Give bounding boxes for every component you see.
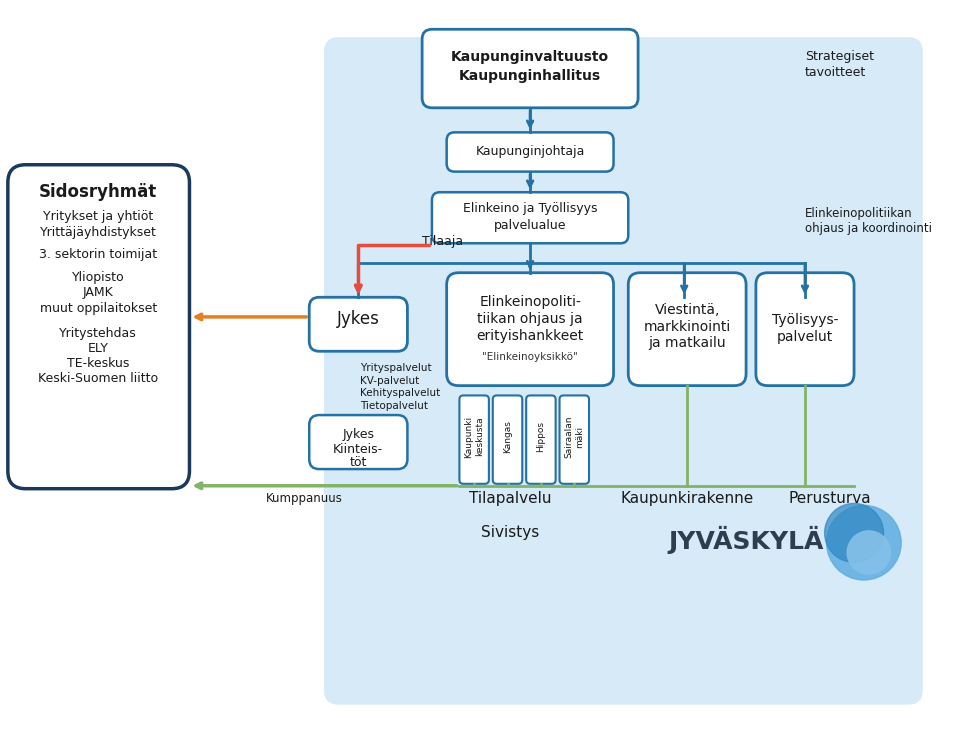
FancyBboxPatch shape [756, 273, 854, 386]
Text: Elinkeinopoliti-: Elinkeinopoliti- [480, 295, 581, 309]
Text: Elinkeinopolitiikan: Elinkeinopolitiikan [805, 208, 913, 220]
Text: Yrittäjäyhdistykset: Yrittäjäyhdistykset [39, 226, 156, 239]
Text: Yritykset ja yhtiöt: Yritykset ja yhtiöt [43, 211, 153, 223]
Text: Kumppanuus: Kumppanuus [266, 492, 342, 505]
Text: Kehityspalvelut: Kehityspalvelut [361, 388, 440, 398]
Circle shape [847, 531, 890, 574]
Text: JAMK: JAMK [82, 286, 113, 299]
Text: tiikan ohjaus ja: tiikan ohjaus ja [478, 312, 583, 326]
Text: tavoitteet: tavoitteet [805, 66, 866, 79]
Text: Keski-Suomen liitto: Keski-Suomen liitto [38, 372, 158, 385]
Text: Kaupunginjohtaja: Kaupunginjohtaja [476, 145, 585, 159]
Text: Kangas: Kangas [503, 420, 512, 453]
Text: Työlisyys-: Työlisyys- [772, 313, 838, 327]
Text: Kaupunginvaltuusto: Kaupunginvaltuusto [451, 50, 609, 64]
Text: KV-palvelut: KV-palvelut [361, 376, 419, 386]
Text: ja matkailu: ja matkailu [648, 336, 726, 350]
FancyBboxPatch shape [493, 395, 523, 484]
Text: 3. sektorin toimijat: 3. sektorin toimijat [39, 248, 157, 260]
Text: Kaupunkirakenne: Kaupunkirakenne [620, 491, 754, 506]
Text: Hippos: Hippos [536, 421, 546, 452]
Text: Viestintä,: Viestintä, [654, 303, 720, 317]
Text: Jykes: Jykes [337, 310, 380, 328]
Text: Yrityspalvelut: Yrityspalvelut [361, 363, 432, 373]
Text: "Elinkeinoyksikkö": "Elinkeinoyksikkö" [482, 352, 578, 362]
Text: palvelualue: palvelualue [494, 219, 567, 232]
Text: Kaupunginhallitus: Kaupunginhallitus [459, 69, 601, 83]
Text: Tilapalvelu: Tilapalvelu [469, 491, 551, 506]
Text: Tietopalvelut: Tietopalvelut [361, 401, 429, 412]
Text: palvelut: palvelut [777, 330, 833, 344]
FancyBboxPatch shape [422, 29, 638, 107]
Text: Sivistys: Sivistys [481, 526, 540, 540]
FancyBboxPatch shape [309, 298, 408, 352]
Text: muut oppilaitokset: muut oppilaitokset [39, 302, 156, 314]
FancyBboxPatch shape [324, 37, 923, 705]
Text: Strategiset: Strategiset [805, 50, 874, 64]
Text: Jykes: Jykes [342, 428, 374, 442]
FancyBboxPatch shape [559, 395, 589, 484]
Text: Kiinteis-: Kiinteis- [333, 443, 384, 456]
FancyBboxPatch shape [628, 273, 746, 386]
Circle shape [827, 505, 901, 580]
Text: töt: töt [350, 455, 367, 469]
Text: Perusturva: Perusturva [788, 491, 871, 506]
Text: JYVÄSKYLÄ: JYVÄSKYLÄ [668, 526, 824, 554]
FancyBboxPatch shape [447, 132, 614, 172]
Text: Sidosryhmät: Sidosryhmät [39, 183, 157, 201]
Text: erityishankkeet: erityishankkeet [477, 328, 584, 343]
Text: ohjaus ja koordinointi: ohjaus ja koordinointi [805, 222, 932, 235]
Text: Yliopisto: Yliopisto [72, 271, 125, 284]
FancyBboxPatch shape [8, 164, 190, 489]
Text: Kaupunki
keskusta: Kaupunki keskusta [464, 416, 484, 458]
Text: Tilaaja: Tilaaja [422, 235, 463, 248]
FancyBboxPatch shape [526, 395, 555, 484]
Text: Elinkeino ja Työllisyys: Elinkeino ja Työllisyys [463, 202, 597, 216]
Text: Sairaalan
mäki: Sairaalan mäki [565, 415, 584, 458]
Text: markkinointi: markkinointi [643, 319, 731, 334]
Text: TE-keskus: TE-keskus [67, 357, 129, 370]
FancyBboxPatch shape [309, 415, 408, 469]
Text: ELY: ELY [87, 342, 108, 355]
Text: Yritystehdas: Yritystehdas [59, 327, 137, 340]
FancyBboxPatch shape [447, 273, 614, 386]
FancyBboxPatch shape [432, 192, 628, 243]
FancyBboxPatch shape [459, 395, 489, 484]
Circle shape [825, 504, 883, 562]
